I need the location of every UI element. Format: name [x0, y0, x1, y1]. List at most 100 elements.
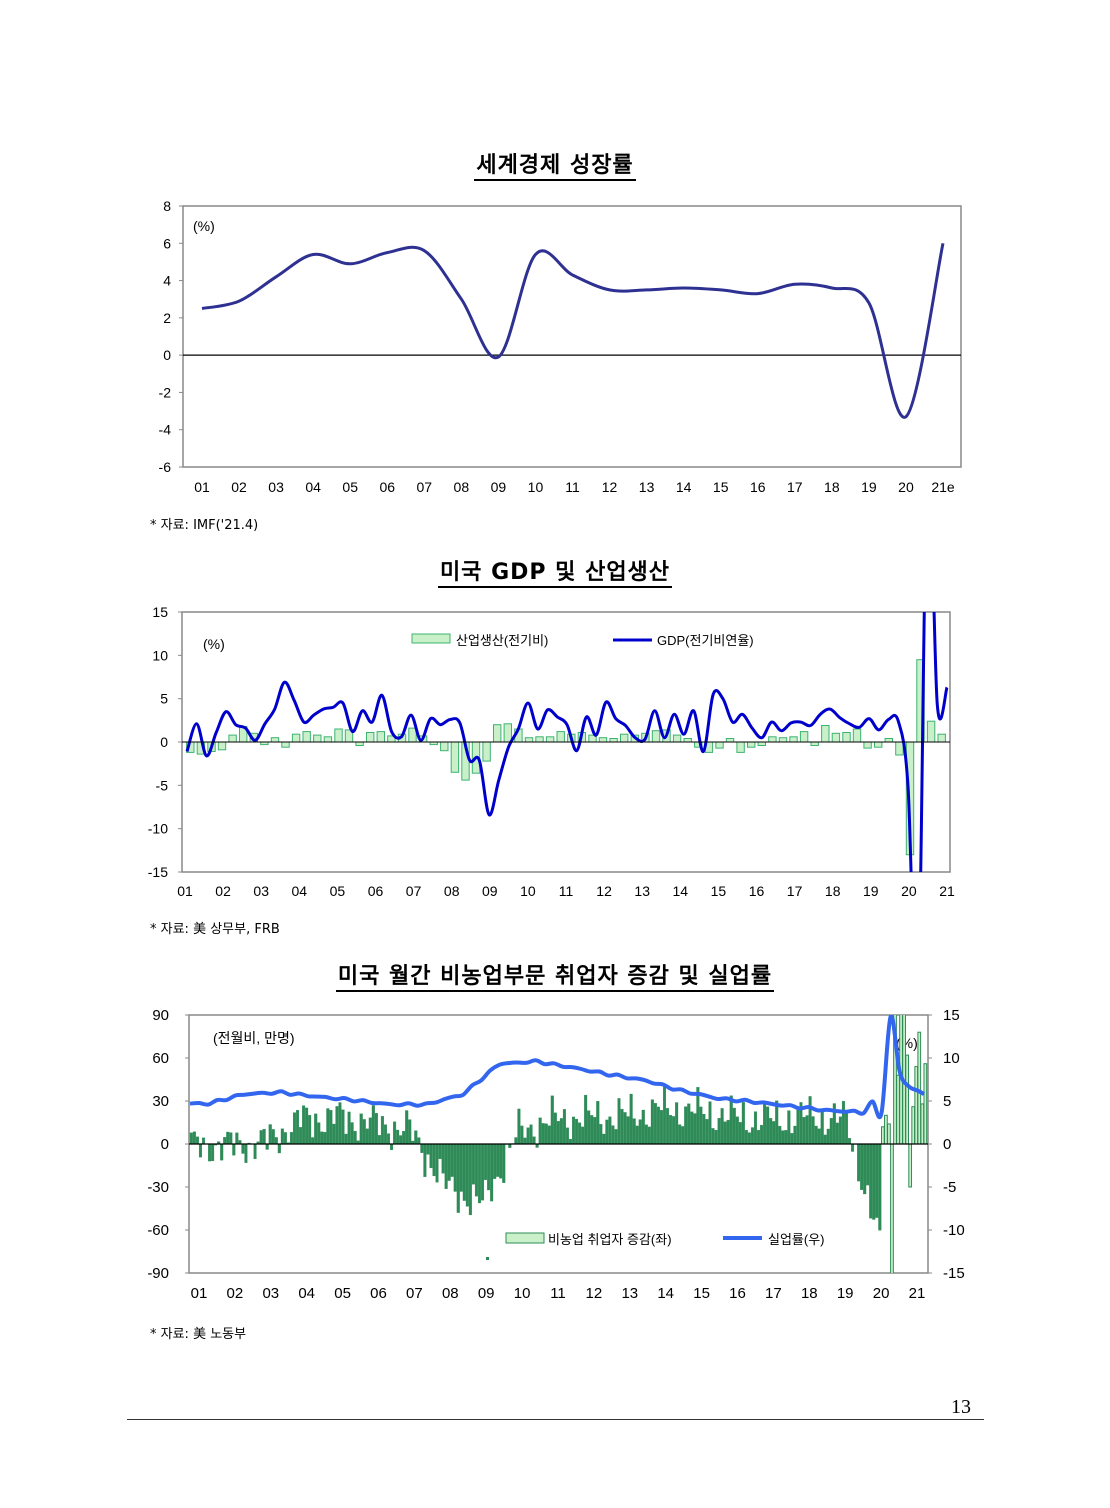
payroll-bar [371, 1105, 375, 1145]
x-tick-label: 02 [227, 1285, 244, 1302]
y-tick-label: -6 [159, 459, 172, 475]
payroll-bar [684, 1106, 688, 1145]
payroll-bar [565, 1127, 569, 1145]
legend-label-payroll: 비농업 취업자 증감(좌) [548, 1232, 672, 1247]
payroll-bar [390, 1143, 394, 1151]
payroll-bar [750, 1127, 754, 1145]
x-tick-label: 09 [491, 479, 507, 495]
x-tick-label: 12 [596, 883, 612, 899]
x-tick-label: 08 [442, 1285, 459, 1302]
growth-line [201, 242, 945, 419]
payroll-bar [526, 1127, 530, 1145]
payroll-bar [769, 1118, 773, 1145]
y-tick-label-left: 60 [152, 1050, 169, 1067]
payroll-bar [189, 1132, 193, 1145]
payroll-bar [584, 1094, 588, 1145]
y-tick-label-left: -30 [147, 1179, 169, 1196]
y-tick-label-left: 30 [152, 1093, 169, 1110]
payroll-bar [863, 1143, 867, 1195]
x-tick-label: 06 [379, 479, 395, 495]
payroll-bar [763, 1104, 767, 1145]
payroll-bar [920, 1103, 925, 1145]
payroll-bar [553, 1112, 557, 1145]
y-tick-label: 15 [152, 604, 168, 620]
payroll-bar [811, 1116, 815, 1145]
payroll-bar [844, 1112, 848, 1145]
payroll-bar [514, 1137, 518, 1145]
payroll-bar [329, 1110, 333, 1145]
legend-swatch-ip [411, 633, 451, 644]
payroll-bar [477, 1143, 482, 1204]
payroll-bar [544, 1123, 548, 1145]
payroll-bar [878, 1143, 882, 1231]
x-tick-label: 06 [368, 883, 384, 899]
payroll-bar [423, 1143, 427, 1177]
x-tick-label: 16 [750, 479, 766, 495]
payroll-bar [629, 1093, 633, 1145]
payroll-bar [308, 1115, 312, 1145]
payroll-bar [802, 1117, 806, 1145]
payroll-bar [232, 1143, 236, 1156]
payroll-bar [841, 1100, 845, 1145]
unemployment-line [189, 1015, 926, 1120]
payroll-bar [835, 1122, 839, 1145]
payroll-bar [869, 1143, 873, 1219]
payroll-bar [474, 1143, 478, 1197]
payroll-bar [666, 1108, 670, 1145]
payroll-bar [302, 1105, 306, 1145]
payroll-bar [890, 1143, 894, 1273]
payroll-bar [408, 1119, 412, 1145]
payroll-bar [772, 1121, 776, 1145]
payroll-bar [201, 1137, 206, 1145]
payroll-bar [757, 1130, 761, 1145]
payroll-bar [420, 1143, 424, 1153]
payroll-bar [747, 1132, 751, 1145]
payroll-bar [311, 1137, 315, 1145]
payroll-bar [790, 1133, 794, 1145]
payroll-bar [896, 1074, 900, 1145]
x-tick-label: 06 [370, 1285, 387, 1302]
payroll-bar [568, 1138, 572, 1145]
payroll-bar [602, 1133, 606, 1145]
y-tick-label: 8 [163, 198, 171, 214]
x-tick-label: 03 [253, 883, 269, 899]
payroll-bar [380, 1116, 384, 1145]
payroll-bar [383, 1124, 387, 1145]
payroll-bar [441, 1143, 445, 1174]
x-tick-label: 07 [406, 1285, 423, 1302]
payroll-bar [341, 1109, 345, 1145]
payroll-bar [675, 1102, 679, 1145]
x-tick-label: 04 [292, 883, 308, 899]
y-tick-label: 4 [163, 273, 171, 289]
payroll-bar [717, 1118, 721, 1145]
x-tick-label: 19 [837, 1285, 854, 1302]
payroll-bar [617, 1098, 621, 1145]
payroll-bar [323, 1132, 327, 1145]
payroll-bar [732, 1107, 736, 1145]
y-tick-label: 5 [160, 691, 168, 707]
payroll-bar [550, 1095, 554, 1145]
x-tick-label: 05 [330, 883, 346, 899]
payroll-bar [705, 1119, 709, 1145]
payroll-bar [211, 1143, 215, 1162]
payroll-bar [198, 1143, 202, 1158]
x-tick-label: 10 [520, 883, 536, 899]
payroll-bar [766, 1106, 770, 1145]
payroll-bar [226, 1131, 230, 1145]
payroll-bar [723, 1121, 727, 1145]
payroll-bar [608, 1116, 612, 1145]
payroll-bar [223, 1137, 227, 1145]
payroll-bar [638, 1119, 642, 1145]
payroll-bar [220, 1143, 224, 1161]
payroll-bar [826, 1128, 830, 1145]
payroll-bar [359, 1113, 363, 1145]
legend-swatch-payroll [505, 1232, 545, 1244]
payroll-bar [611, 1125, 615, 1145]
payroll-bar [265, 1143, 269, 1150]
payroll-bar [784, 1130, 788, 1145]
payroll-bar [386, 1133, 391, 1145]
x-tick-label: 14 [657, 1285, 674, 1302]
payroll-bar [487, 1143, 491, 1191]
footer-rule [127, 1419, 984, 1420]
payroll-bar [314, 1113, 318, 1145]
